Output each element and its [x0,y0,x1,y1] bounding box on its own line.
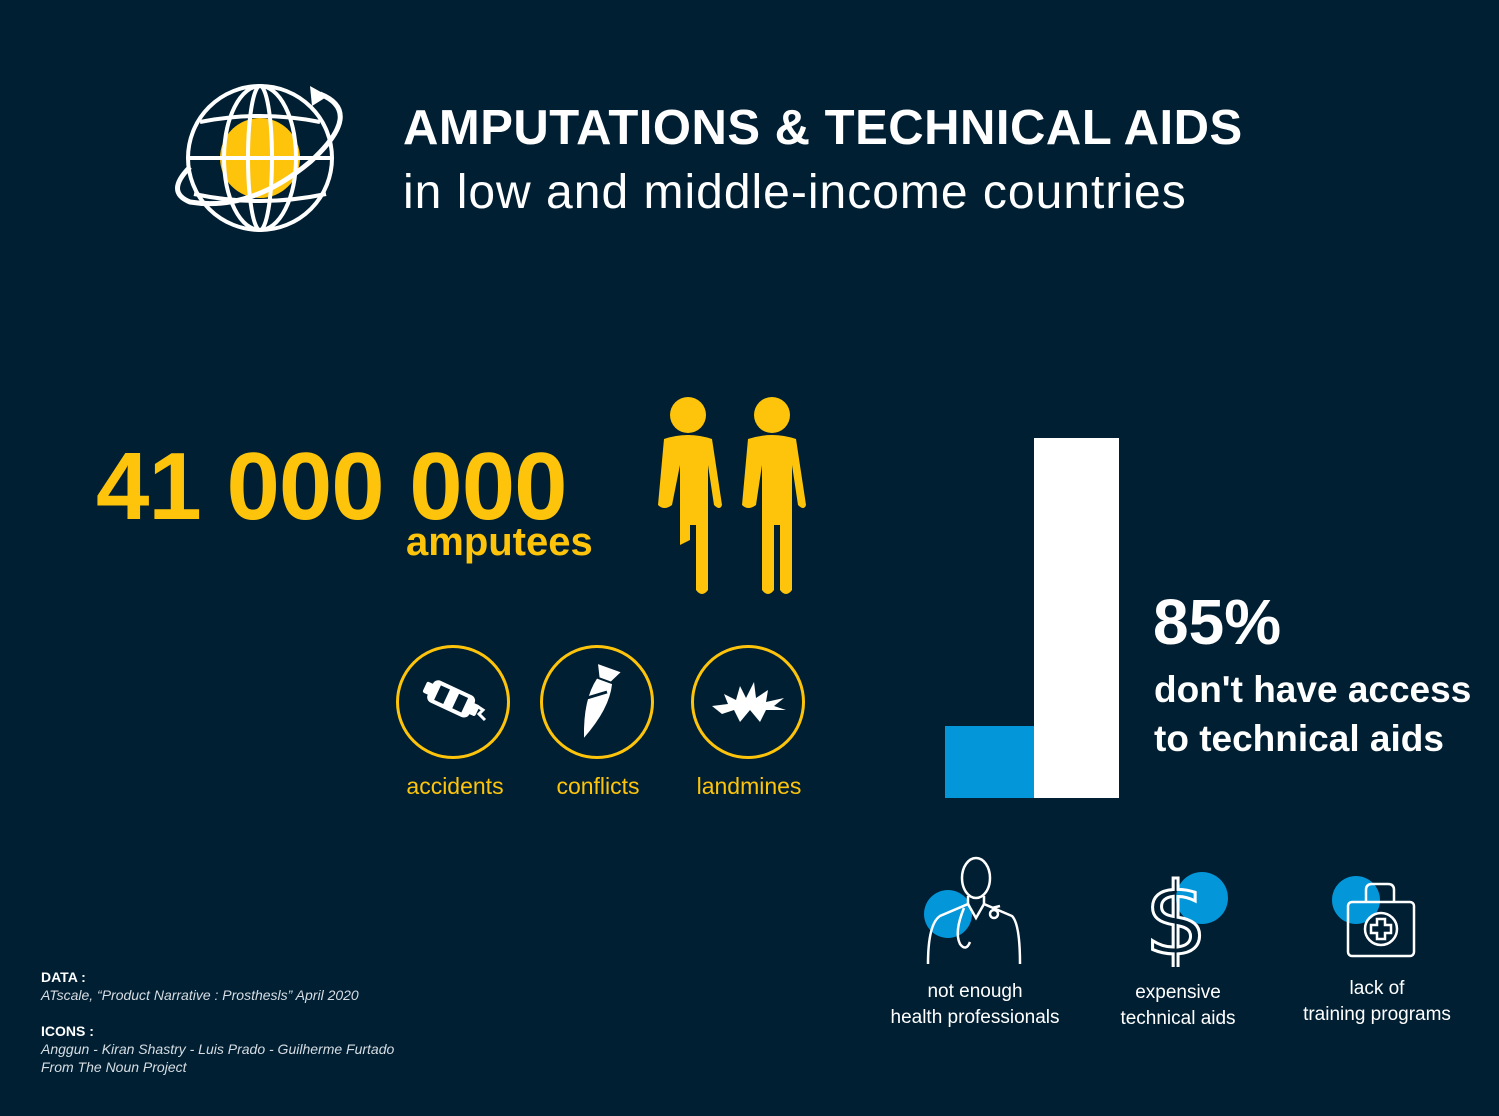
dollar-icon: $ [1143,862,1228,967]
credits: DATA : ATscale, “Product Narrative : Pro… [41,968,561,1076]
access-percent: 85% [1153,586,1282,658]
credits-data-source: ATscale, “Product Narrative : Prosthesls… [41,987,359,1003]
globe-orbit-icon [175,84,343,232]
credits-data-heading: DATA : [41,969,86,985]
amputee-label: amputees [406,520,593,564]
barrier-label-training: lack of training programs [1303,978,1451,1025]
amputee-count: 41 000 000 [96,433,567,540]
cause-label-accidents: accidents [406,773,504,799]
conflicts-circle [540,645,654,759]
barrier-label-expensive: expensive technical aids [1120,982,1236,1029]
access-bar-without-aids [1034,438,1119,798]
credits-icons-heading: ICONS : [41,1023,94,1039]
credits-icons-source: From The Noun Project [41,1059,187,1075]
bomb-icon [584,664,621,738]
amputee-figures-icon [658,397,806,594]
car-crash-icon [422,680,487,722]
accidents-circle [396,645,510,759]
explosion-icon [712,682,786,722]
barrier-label-professionals: not enough health professionals [890,981,1060,1028]
cause-label-conflicts: conflicts [556,773,640,799]
access-bar-with-aids [945,726,1034,798]
landmines-circle [691,645,805,759]
page-title: AMPUTATIONS & TECHNICAL AIDS [403,101,1243,155]
cause-label-landmines: landmines [696,773,802,799]
credits-icons-authors: Anggun - Kiran Shastry - Luis Prado - Gu… [41,1041,395,1057]
svg-text:$: $ [1144,862,1208,967]
medical-kit-icon [1332,876,1416,958]
access-text: don't have access to technical aids [1154,669,1472,759]
page-subtitle: in low and middle-income countries [403,166,1187,219]
doctor-icon [924,856,1022,965]
